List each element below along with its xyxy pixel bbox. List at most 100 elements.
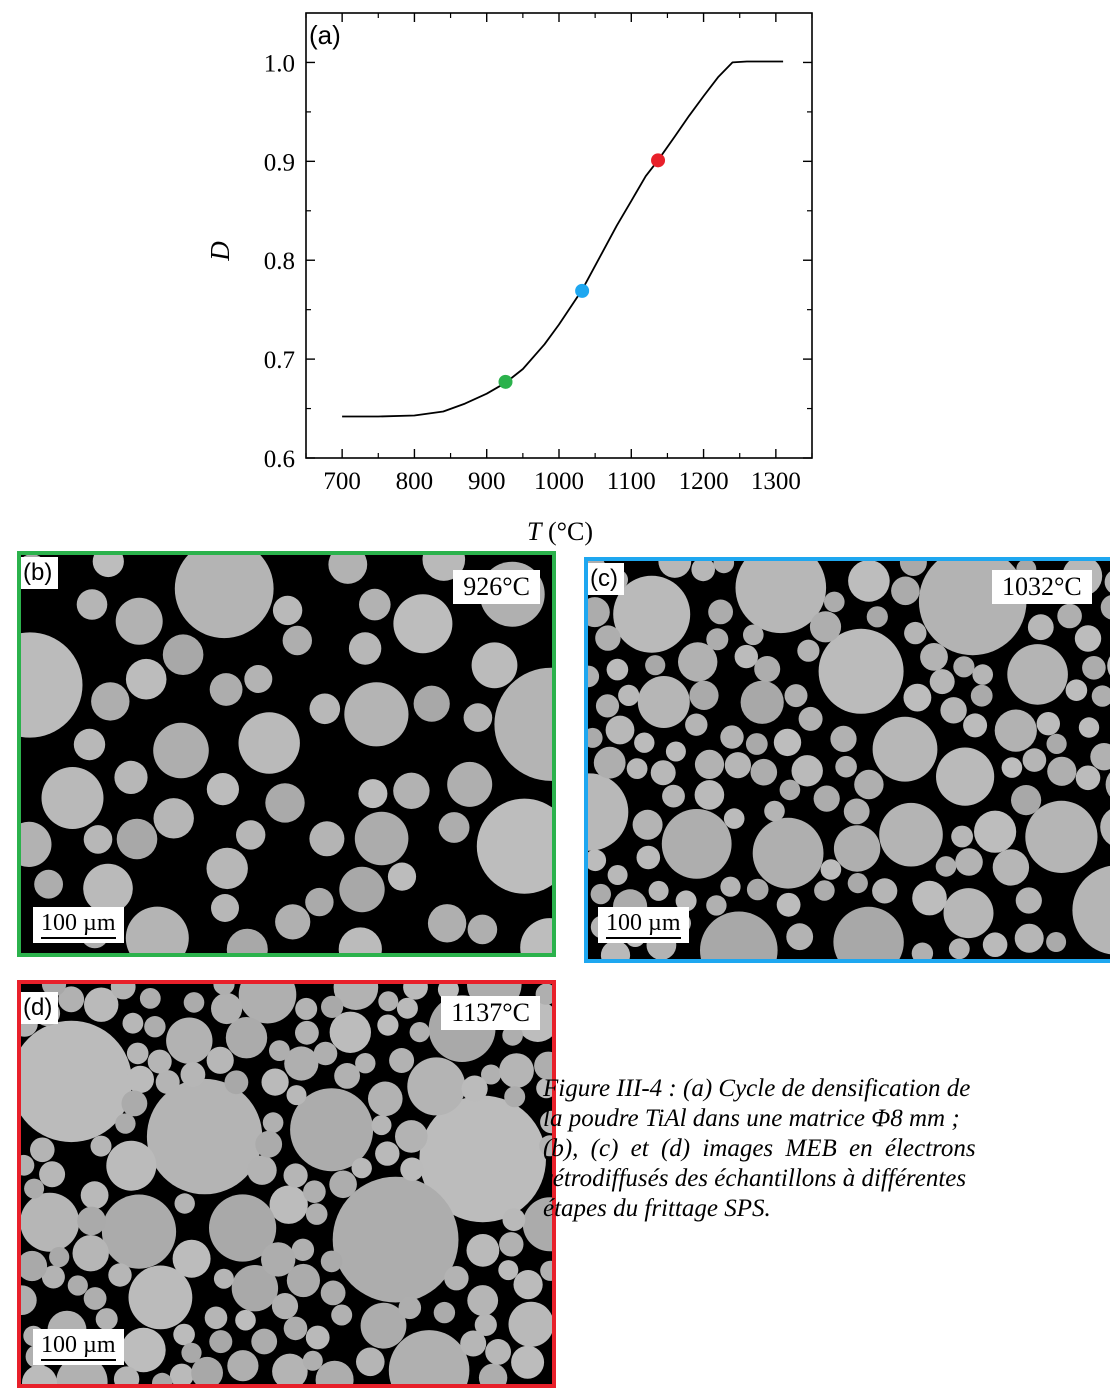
powder-particle	[632, 809, 663, 840]
powder-particle	[378, 991, 399, 1012]
chart-ticks: 700 800 900 1000 1100 1200 1300 0.6 0.7 0.8 0.9 1.0	[264, 13, 813, 495]
powder-particle	[935, 856, 957, 877]
powder-particle	[389, 1048, 415, 1073]
powder-particle	[813, 785, 840, 812]
powder-particle	[90, 1135, 112, 1157]
powder-particle	[798, 706, 823, 731]
panel-d-temperature: 1137°C	[441, 996, 540, 1030]
panel-b-temperature: 926°C	[453, 570, 540, 604]
powder-particle	[403, 984, 428, 1000]
caption-line-3: (b), (c) et (d) images MEB en électrons	[543, 1135, 976, 1162]
panel-d-label: (d)	[21, 992, 59, 1024]
powder-particle	[648, 880, 669, 901]
powder-particle	[588, 665, 600, 688]
chart-points	[498, 153, 666, 389]
powder-particle	[286, 1263, 320, 1298]
caption-line-2: la poudre TiAl dans une matrice Φ8 mm ;	[543, 1105, 960, 1132]
powder-particle	[948, 938, 970, 959]
powder-particle	[1015, 887, 1042, 914]
powder-particle	[359, 588, 391, 621]
powder-particle	[238, 712, 300, 774]
x-tick-label: 700	[323, 468, 361, 495]
powder-particle	[174, 1193, 195, 1214]
powder-particle	[691, 561, 715, 582]
scale-label: 100 µm	[41, 909, 116, 939]
powder-particle	[936, 747, 995, 806]
powder-particle	[101, 1194, 177, 1269]
caption-line: rétrodiffusés des échantillons à différe…	[543, 1164, 1110, 1194]
powder-particle	[634, 732, 655, 753]
powder-particle	[463, 703, 493, 732]
powder-particle	[76, 589, 108, 620]
powder-particle	[356, 1347, 385, 1377]
powder-particle	[302, 1350, 323, 1371]
powder-particle	[320, 1250, 343, 1273]
powder-particle	[334, 1063, 360, 1089]
powder-particle	[899, 561, 927, 576]
powder-particle	[661, 809, 732, 879]
x-tick-label: 1000	[534, 468, 584, 495]
powder-particle	[226, 928, 268, 953]
powder-particle	[494, 667, 552, 781]
powder-particle	[1100, 809, 1110, 845]
powder-particle	[291, 1238, 315, 1261]
y-axis-label: D	[205, 241, 235, 262]
powder-particle	[309, 693, 341, 725]
powder-particle	[460, 1330, 487, 1357]
powder-particle	[128, 1265, 193, 1330]
powder-particle	[282, 625, 312, 656]
powder-particle	[833, 906, 904, 959]
powder-particle	[963, 713, 988, 738]
powder-particle	[814, 880, 835, 901]
powder-particle	[49, 1246, 70, 1268]
powder-particle	[689, 680, 719, 710]
caption-line-5: étapes du frittage SPS.	[543, 1195, 771, 1222]
powder-particle	[662, 784, 685, 808]
powder-particle	[139, 988, 161, 1009]
powder-particle	[1091, 685, 1110, 707]
powder-particle	[407, 1057, 466, 1116]
powder-particle	[265, 783, 305, 823]
powder-particle	[309, 821, 345, 857]
powder-particle	[395, 1120, 428, 1153]
powder-particle	[125, 906, 189, 953]
caption-line-4: rétrodiffusés des échantillons à différe…	[543, 1165, 967, 1192]
powder-particle	[106, 1140, 157, 1191]
powder-particle	[734, 644, 758, 669]
panel-c-label: (c)	[588, 563, 624, 595]
powder-particle	[21, 1154, 35, 1176]
powder-particle	[879, 802, 943, 867]
powder-particle	[344, 682, 409, 747]
powder-particle	[1036, 712, 1060, 736]
powder-particle	[595, 694, 620, 718]
x-axis-label: T (°C)	[527, 517, 593, 546]
powder-particle	[413, 685, 450, 722]
powder-particle	[540, 1110, 552, 1134]
powder-particle	[438, 812, 470, 843]
powder-particle	[824, 591, 845, 613]
powder-particle	[305, 887, 334, 917]
powder-particle	[636, 845, 661, 870]
powder-particle	[21, 1020, 132, 1143]
powder-particle	[58, 986, 85, 1013]
powder-particle	[784, 684, 808, 708]
sem-micrograph	[21, 555, 552, 953]
y-tick-label: 1.0	[264, 50, 295, 77]
powder-particle	[39, 1161, 66, 1188]
powder-particle	[1100, 595, 1110, 620]
powder-particle	[375, 1141, 400, 1166]
powder-particle	[833, 825, 881, 872]
powder-particle	[779, 779, 801, 801]
panel-d-scale-bar: 100 µm	[33, 1329, 124, 1365]
powder-particle	[607, 865, 628, 885]
powder-particle	[1090, 743, 1110, 771]
powder-particle	[329, 1011, 371, 1053]
powder-particle	[929, 669, 955, 695]
powder-particle	[427, 904, 467, 943]
powder-particle	[67, 1275, 88, 1296]
powder-particle	[970, 684, 993, 707]
powder-particle	[1104, 571, 1110, 593]
powder-particle	[754, 656, 781, 682]
scale-label: 100 µm	[41, 1331, 116, 1361]
powder-particle	[236, 820, 266, 850]
